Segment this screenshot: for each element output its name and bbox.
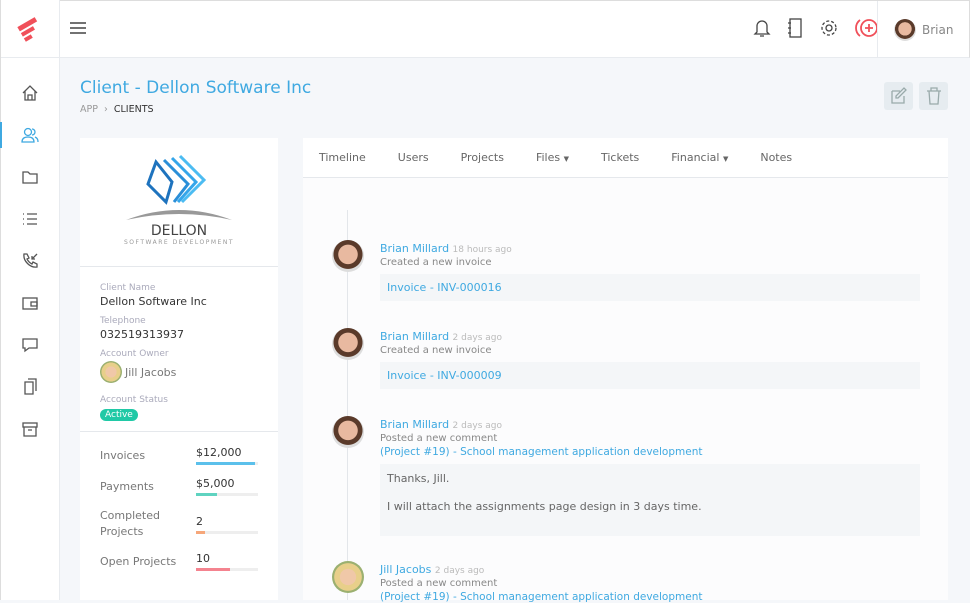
- tab-files-label: Files: [535, 151, 561, 164]
- stat-label: Completed Projects: [100, 509, 160, 538]
- nav-wallet-icon[interactable]: [0, 282, 60, 324]
- client-logo: DELLON SOFTWARE DEVELOPMENT: [80, 138, 278, 267]
- client-name-value: Dellon Software Inc: [100, 295, 207, 308]
- event-action: Created a new invoice: [380, 345, 492, 356]
- stat-progress-bar: [196, 493, 258, 496]
- event-project-link[interactable]: (Project #19) - School management applic…: [380, 446, 703, 458]
- tab-financial[interactable]: Financial ▼: [671, 151, 728, 164]
- sidebar: [0, 0, 60, 600]
- tab-notes[interactable]: Notes: [760, 151, 793, 164]
- client-name-label: Client Name: [100, 283, 156, 293]
- event-user[interactable]: Brian Millard: [380, 242, 450, 255]
- status-badge: Active: [100, 409, 138, 421]
- event-invoice-link[interactable]: Invoice - INV-000009: [380, 362, 920, 389]
- gear-icon[interactable]: [819, 18, 839, 41]
- stat-label: Payments: [100, 479, 154, 493]
- nav-documents-icon[interactable]: [0, 366, 60, 408]
- stat-label: Open Projects: [100, 554, 177, 568]
- account-status-label: Account Status: [100, 395, 168, 405]
- event-time: 2 days ago: [434, 566, 485, 576]
- event-time: 2 days ago: [452, 421, 502, 431]
- content-panel: Timeline Users Projects Files ▼ Tickets …: [303, 138, 948, 603]
- event-avatar: [332, 416, 364, 448]
- page-title: Client - Dellon Software Inc: [80, 78, 312, 98]
- caret-down-icon: ▼: [722, 155, 729, 163]
- event-user[interactable]: Brian Millard: [380, 330, 450, 343]
- stat-row: Open Projects 10: [80, 552, 278, 571]
- event-time: 18 hours ago: [452, 245, 512, 255]
- nav-leads-phone-icon[interactable]: [0, 240, 60, 282]
- stat-value: $5,000: [196, 477, 235, 490]
- stat-value: 2: [196, 514, 203, 528]
- breadcrumb-clients: CLIENTS: [113, 104, 154, 115]
- logo-name: DELLON: [150, 223, 208, 239]
- delete-button[interactable]: [919, 82, 948, 110]
- stat-label: Invoices: [100, 448, 146, 462]
- stat-progress-bar: [196, 462, 258, 465]
- tab-projects[interactable]: Projects: [460, 151, 504, 164]
- nav-projects-folder-icon[interactable]: [0, 156, 60, 198]
- event-avatar: [332, 561, 364, 593]
- trash-icon: [926, 87, 941, 105]
- event-action: Posted a new comment: [380, 578, 498, 589]
- comment-line: Thanks, Jill.: [387, 472, 450, 485]
- caret-down-icon: ▼: [563, 155, 569, 163]
- timeline-line: [347, 210, 348, 600]
- nav-tickets-chat-icon[interactable]: [0, 324, 60, 366]
- top-bar: Brian: [60, 0, 970, 58]
- stat-progress-fill: [196, 462, 255, 465]
- tab-users[interactable]: Users: [397, 151, 429, 164]
- stat-progress-bar: [196, 568, 258, 571]
- stat-row: Invoices $12,000: [80, 446, 278, 465]
- telephone-value: 032519313937: [100, 328, 184, 341]
- user-menu[interactable]: Brian: [877, 1, 969, 58]
- notebook-icon[interactable]: [787, 18, 803, 41]
- breadcrumb: APP › CLIENTS: [80, 104, 154, 115]
- stat-progress-fill: [196, 493, 218, 496]
- comment-line: I will attach the assignments page desig…: [387, 500, 702, 513]
- nav-clients-icon[interactable]: [0, 114, 60, 156]
- bell-icon[interactable]: [753, 18, 771, 41]
- stat-progress-fill: [196, 568, 231, 571]
- event-avatar: [332, 240, 364, 272]
- stat-progress-fill: [196, 530, 205, 534]
- tabs: Timeline Users Projects Files ▼ Tickets …: [303, 138, 948, 178]
- nav-archive-icon[interactable]: [0, 408, 60, 450]
- event-action: Posted a new comment: [380, 433, 498, 444]
- app-logo[interactable]: [1, 0, 59, 58]
- telephone-label: Telephone: [100, 316, 146, 326]
- breadcrumb-app[interactable]: APP: [80, 104, 98, 115]
- event-comment: Thanks, Jill. I will attach the assignmen…: [380, 464, 920, 536]
- event-time: 2 days ago: [452, 333, 502, 343]
- edit-button[interactable]: [884, 82, 913, 110]
- edit-icon: [890, 87, 907, 104]
- menu-toggle-icon[interactable]: [70, 21, 86, 38]
- event-user[interactable]: Brian Millard: [380, 418, 450, 431]
- event-invoice-link[interactable]: Invoice - INV-000016: [380, 274, 920, 301]
- tab-files[interactable]: Files ▼: [536, 151, 569, 164]
- event-project-link[interactable]: (Project #19) - School management applic…: [380, 591, 703, 603]
- tab-tickets[interactable]: Tickets: [601, 151, 640, 164]
- account-owner-label: Account Owner: [100, 349, 169, 359]
- owner-avatar: [100, 361, 122, 383]
- logo-tagline: SOFTWARE DEVELOPMENT: [123, 239, 234, 246]
- user-name: Brian: [922, 22, 954, 37]
- nav-tasks-list-icon[interactable]: [0, 198, 60, 240]
- event-user[interactable]: Jill Jacobs: [380, 563, 432, 576]
- stat-row: Completed Projects 2: [80, 508, 278, 540]
- tab-financial-label: Financial: [671, 151, 720, 164]
- stat-value: $12,000: [196, 446, 242, 459]
- event-avatar: [332, 328, 364, 360]
- event-action: Created a new invoice: [380, 257, 492, 268]
- stat-value: 10: [196, 552, 210, 565]
- tab-timeline[interactable]: Timeline: [319, 151, 366, 164]
- stat-row: Payments $5,000: [80, 477, 278, 496]
- stat-progress-bar: [196, 530, 258, 534]
- user-avatar: [894, 18, 916, 41]
- client-card: DELLON SOFTWARE DEVELOPMENT Client Name …: [80, 138, 278, 600]
- nav-home-icon[interactable]: [0, 72, 60, 114]
- add-circle-icon[interactable]: [855, 18, 879, 41]
- account-owner-value[interactable]: Jill Jacobs: [125, 365, 177, 379]
